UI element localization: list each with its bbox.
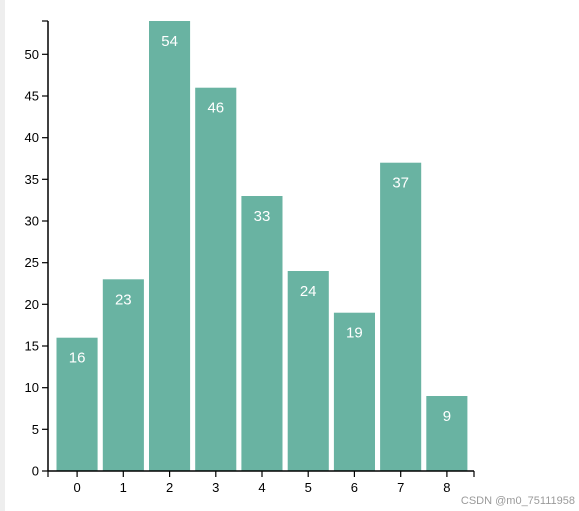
value-label-6: 19	[346, 325, 363, 342]
x-tick-label-7: 7	[397, 480, 404, 495]
y-tick-label-25: 25	[25, 255, 39, 270]
value-label-1: 23	[115, 291, 132, 308]
value-labels-layer: 16 23 54 46 33 24 19 37 9	[69, 33, 451, 425]
value-label-8: 9	[443, 408, 451, 425]
bar-4	[241, 196, 283, 471]
y-tick-label-10: 10	[25, 380, 39, 395]
value-label-0: 16	[69, 350, 86, 367]
bars-layer	[56, 21, 468, 471]
y-tick-label-45: 45	[25, 89, 39, 104]
value-label-4: 33	[254, 208, 271, 225]
x-tick-label-5: 5	[305, 480, 312, 495]
y-tick-label-15: 15	[25, 339, 39, 354]
value-label-3: 46	[207, 100, 224, 117]
bar-5	[287, 271, 329, 471]
x-tick-label-3: 3	[212, 480, 219, 495]
left-border-strip	[0, 0, 5, 511]
y-tick-label-0: 0	[32, 464, 39, 479]
bar-6	[333, 312, 375, 471]
y-axis: 0 5 10 15 20 25 30 35 40 45 50	[25, 20, 49, 479]
value-label-7: 37	[392, 175, 409, 192]
y-tick-label-30: 30	[25, 214, 39, 229]
bar-1	[102, 279, 144, 471]
x-tick-label-6: 6	[351, 480, 358, 495]
x-tick-label-8: 8	[443, 480, 450, 495]
bar-2	[149, 21, 191, 471]
bar-7	[380, 162, 422, 471]
x-tick-label-1: 1	[120, 480, 127, 495]
x-axis: 0 1 2 3 4 5 6 7 8	[47, 470, 475, 495]
y-tick-label-50: 50	[25, 47, 39, 62]
watermark-text: CSDN @m0_75111958	[460, 495, 575, 507]
bar-8	[426, 396, 468, 471]
y-tick-label-20: 20	[25, 297, 39, 312]
y-tick-label-40: 40	[25, 130, 39, 145]
x-tick-label-0: 0	[73, 480, 80, 495]
x-tick-label-2: 2	[166, 480, 173, 495]
value-label-5: 24	[300, 283, 317, 300]
x-tick-label-4: 4	[258, 480, 265, 495]
bar-0	[56, 337, 98, 471]
y-tick-label-5: 5	[32, 422, 39, 437]
y-tick-label-35: 35	[25, 172, 39, 187]
bar-3	[195, 87, 237, 471]
value-label-2: 54	[161, 33, 178, 50]
